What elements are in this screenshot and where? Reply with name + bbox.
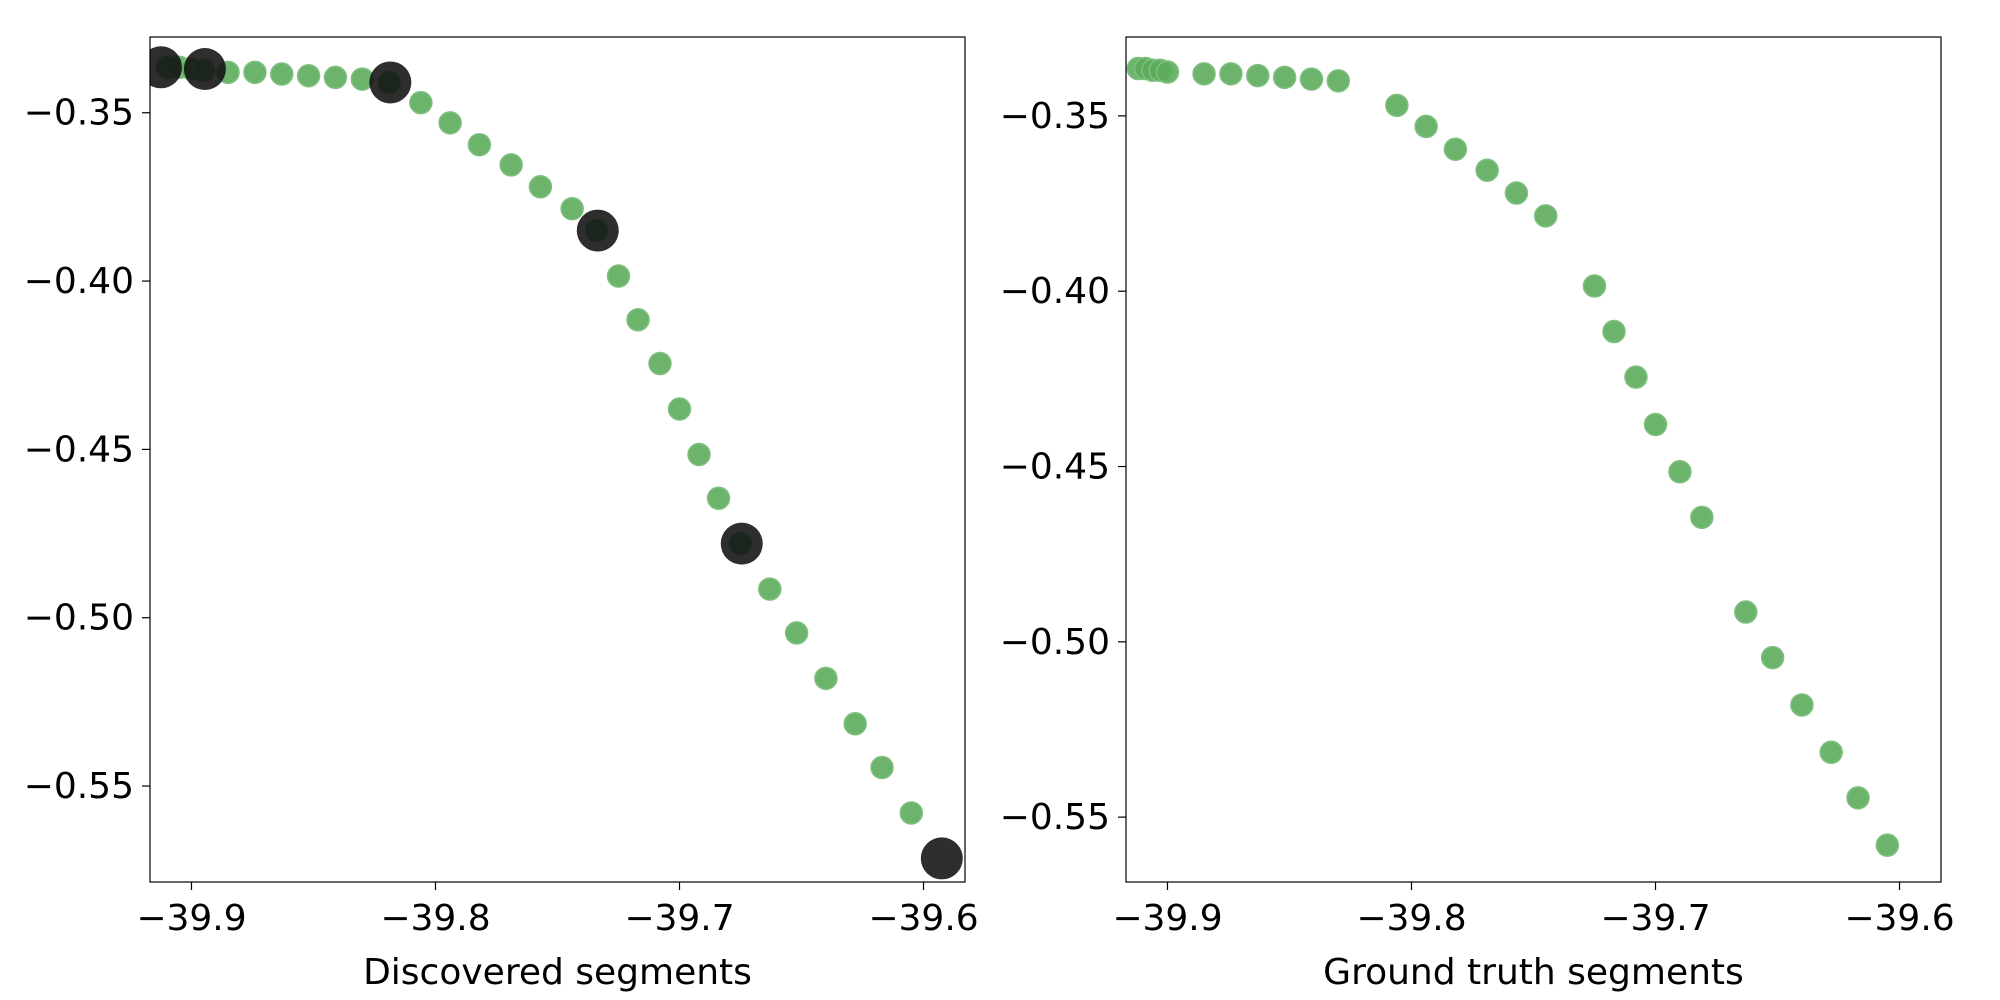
y-tick-label: −0.50 — [24, 598, 134, 639]
data-points — [1126, 56, 1900, 857]
data-point — [626, 308, 650, 332]
data-point — [1272, 65, 1297, 90]
data-point — [528, 175, 553, 199]
data-point — [648, 351, 672, 376]
data-point — [1414, 114, 1438, 139]
data-point — [243, 60, 267, 85]
x-tick-label: −39.6 — [868, 898, 978, 939]
data-point — [560, 196, 584, 221]
y-tick-label: −0.40 — [1000, 271, 1110, 312]
data-point — [1475, 158, 1499, 182]
data-points — [150, 46, 963, 880]
data-point — [1819, 740, 1843, 765]
data-point — [1246, 63, 1270, 88]
data-point — [1192, 62, 1216, 86]
data-point — [1299, 67, 1324, 91]
data-point — [814, 666, 838, 691]
x-tick-label: −39.9 — [1112, 898, 1222, 939]
data-point — [270, 62, 294, 86]
x-tick-label: −39.8 — [380, 898, 490, 939]
data-point — [1602, 319, 1626, 344]
data-point — [1690, 505, 1714, 530]
segment-boundary-point — [150, 46, 182, 89]
data-point — [667, 397, 692, 421]
data-point — [438, 111, 462, 135]
segment-boundary-point — [720, 522, 763, 565]
data-point — [843, 712, 867, 736]
data-point — [1846, 786, 1870, 810]
y-tick-label: −0.40 — [24, 261, 134, 302]
data-point — [1668, 460, 1692, 484]
y-tick-label: −0.35 — [24, 93, 134, 134]
data-point — [1385, 93, 1409, 118]
data-point — [1155, 60, 1180, 84]
data-point — [1643, 412, 1668, 437]
y-tick-label: −0.45 — [1000, 447, 1110, 488]
x-tick-label: −39.7 — [624, 898, 734, 939]
data-point — [1533, 204, 1558, 228]
x-tick-label: −39.7 — [1600, 898, 1710, 939]
segment-boundary-point — [920, 837, 963, 880]
y-tick-label: −0.50 — [1000, 622, 1110, 663]
data-point — [1582, 274, 1607, 298]
x-axis-label: Ground truth segments — [1323, 952, 1744, 993]
data-point — [296, 63, 321, 88]
plot-frame — [1125, 36, 1942, 883]
data-point — [706, 486, 731, 510]
data-point — [1326, 69, 1351, 93]
y-tick-label: −0.45 — [24, 429, 134, 470]
data-point — [499, 153, 523, 177]
data-point — [1504, 181, 1529, 205]
data-point — [758, 577, 782, 601]
y-tick-label: −0.55 — [1000, 797, 1110, 838]
data-point — [606, 264, 631, 288]
y-tick-label: −0.35 — [1000, 96, 1110, 137]
segment-boundary-point — [576, 209, 619, 252]
data-point — [687, 442, 711, 467]
segment-boundary-point — [183, 47, 226, 90]
left-scatter-plot: −39.9 −39.8 −39.7 −39.6 −0.35 −0.40 −0.45 −0.50… — [24, 36, 979, 993]
data-point — [899, 801, 924, 825]
data-point — [1875, 833, 1900, 857]
y-tick-label: −0.55 — [24, 766, 134, 807]
data-point — [323, 65, 348, 90]
plot-frame — [149, 36, 966, 883]
data-point — [870, 755, 894, 780]
x-tick-label: −39.8 — [1356, 898, 1466, 939]
data-point — [1734, 600, 1758, 624]
data-point — [1219, 62, 1243, 86]
data-point — [784, 621, 809, 645]
data-point — [1443, 137, 1468, 161]
data-point — [409, 90, 433, 115]
x-tick-label: −39.6 — [1844, 898, 1954, 939]
x-tick-label: −39.9 — [136, 898, 246, 939]
data-point — [1760, 645, 1785, 670]
data-point — [1624, 365, 1648, 389]
right-scatter-plot: −39.9 −39.8 −39.7 −39.6 −0.35 −0.40 −0.45 −0.50… — [1000, 36, 1955, 993]
x-axis-label: Discovered segments — [363, 952, 752, 993]
data-point — [467, 132, 492, 157]
data-point — [1790, 693, 1814, 717]
segment-boundary-point — [369, 61, 412, 104]
